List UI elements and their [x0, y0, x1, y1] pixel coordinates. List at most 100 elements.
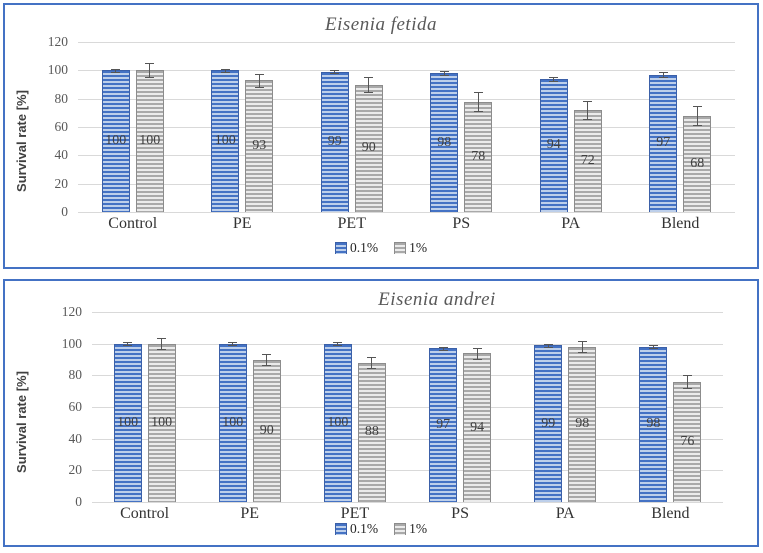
bar-value-label: 68 [690, 155, 705, 171]
x-category-label: PET [340, 505, 370, 522]
bar-value-label: 97 [656, 135, 671, 151]
legend-swatch-gray [394, 242, 407, 254]
error-bar [368, 77, 370, 92]
error-bar-cap [549, 76, 559, 78]
bar-value-label: 72 [580, 153, 595, 168]
x-category-label: PET [337, 215, 366, 232]
error-bar-cap [472, 358, 482, 360]
error-bar-cap [157, 338, 167, 340]
bar-1-percent [568, 346, 597, 502]
error-bar [443, 71, 445, 76]
error-bar-cap [330, 73, 340, 75]
bar-1-percent [245, 80, 274, 212]
gridline [92, 438, 723, 440]
error-bar-cap [333, 345, 343, 347]
chart-title: Eisenia andrei [378, 289, 496, 310]
bar-1-percent [683, 115, 712, 212]
legend-item-0-1-percent: 0.1% [334, 521, 378, 537]
y-tick-label: 80 [68, 367, 83, 383]
x-category-label: Control [108, 215, 158, 232]
gridline [92, 375, 723, 377]
error-bar-cap [220, 68, 230, 70]
x-category-label: PE [240, 505, 260, 522]
bar-0-1-percent [323, 343, 352, 502]
y-axis-title: Survival rate [%] [14, 371, 29, 474]
bar-value-label: 100 [139, 133, 161, 149]
legend-label: 0.1% [349, 240, 379, 255]
error-bar-cap [123, 345, 133, 347]
error-bar [149, 63, 151, 78]
error-bar-cap [228, 342, 238, 344]
error-bar-cap [438, 346, 448, 348]
x-category-label: PA [555, 505, 575, 522]
gridline [92, 343, 723, 345]
legend-item-1-percent: 1% [394, 240, 427, 256]
bar-value-label: 94 [546, 137, 561, 153]
bar-value-label: 100 [327, 414, 349, 430]
error-bar-cap [157, 349, 167, 351]
error-bar [337, 342, 339, 346]
error-bar-cap [367, 368, 377, 370]
bar-1-percent [673, 381, 702, 502]
error-bar [587, 100, 589, 120]
error-bar [258, 73, 260, 87]
bar-0-1-percent [320, 71, 349, 212]
error-bar-cap [473, 110, 483, 112]
bar-value-label: 100 [222, 414, 244, 430]
gridline [78, 98, 735, 100]
bar-0-1-percent [534, 345, 563, 502]
error-bar-cap [145, 63, 155, 65]
legend-swatch-blue [334, 242, 347, 254]
error-bar-cap [220, 71, 230, 73]
error-bar-cap [658, 72, 668, 74]
error-bar-cap [145, 77, 155, 79]
bar-value-label: 88 [364, 424, 379, 440]
error-bar-cap [692, 124, 702, 126]
error-bar-cap [111, 68, 121, 70]
y-tick-label: 40 [68, 430, 83, 446]
error-bar [652, 345, 654, 349]
gridline [78, 127, 735, 128]
bar-value-label: 94 [470, 419, 485, 435]
y-tick-label: 0 [61, 204, 68, 219]
error-bar-cap [577, 352, 587, 354]
bar-0-1-percent [211, 70, 240, 212]
x-category-label: Control [120, 505, 170, 522]
error-bar-cap [254, 86, 264, 88]
error-bar [334, 70, 336, 74]
legend-label: 1% [409, 521, 428, 536]
error-bar-cap [438, 350, 448, 351]
bar-value-label: 78 [471, 148, 486, 164]
gridline [78, 70, 735, 72]
error-bar [224, 68, 226, 72]
gridline [92, 502, 723, 503]
gridline [78, 212, 735, 213]
legend: 0.1% 1% [5, 240, 757, 256]
legend-swatch-gray [394, 523, 407, 535]
error-bar-cap [682, 388, 692, 389]
bar-value-label: 76 [680, 433, 695, 449]
error-bar-cap [543, 346, 553, 348]
error-bar-cap [364, 91, 374, 93]
error-bar [547, 343, 549, 347]
bar-value-label: 97 [436, 417, 451, 433]
error-bar-cap [333, 342, 343, 344]
error-bar [161, 338, 163, 350]
error-bar [662, 72, 664, 77]
y-tick-label: 100 [61, 335, 82, 351]
error-bar [553, 76, 555, 81]
error-bar-cap [583, 119, 593, 121]
gridline [92, 407, 723, 408]
bar-1-percent [354, 84, 383, 212]
gridline [78, 42, 735, 43]
bar-value-label: 98 [575, 416, 590, 432]
y-tick-label: 80 [54, 90, 69, 106]
gridline [78, 155, 735, 157]
gridline [78, 183, 735, 185]
legend-item-0-1-percent: 0.1% [334, 240, 379, 256]
error-bar [477, 92, 479, 111]
error-bar-cap [692, 106, 702, 108]
error-bar-cap [367, 357, 377, 359]
x-category-label: Blend [661, 215, 700, 232]
error-bar [696, 106, 698, 125]
